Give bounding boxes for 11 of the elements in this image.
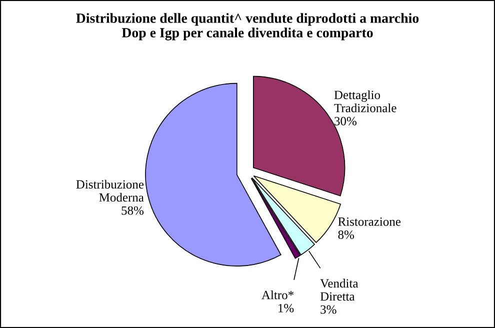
slice-label: Distribuzione Moderna [76, 180, 144, 202]
data-label: 8% [338, 230, 354, 239]
slice-label: Dettaglio Tradizionale [334, 90, 396, 112]
slice-label: Vendita Diretta [320, 278, 358, 301]
data-label: 3% [320, 305, 336, 314]
data-label: 30% [334, 116, 356, 126]
data-label: 1% [278, 304, 294, 312]
slice-label: Ristorazione [338, 217, 401, 226]
chart-title: Distribuzione delle quantit^ vendute diprodotti a marchio Dop e Igp per canale divendita e comparto [76, 13, 419, 40]
data-label: 58% [122, 206, 144, 215]
slice-label: Altro* [262, 290, 294, 300]
